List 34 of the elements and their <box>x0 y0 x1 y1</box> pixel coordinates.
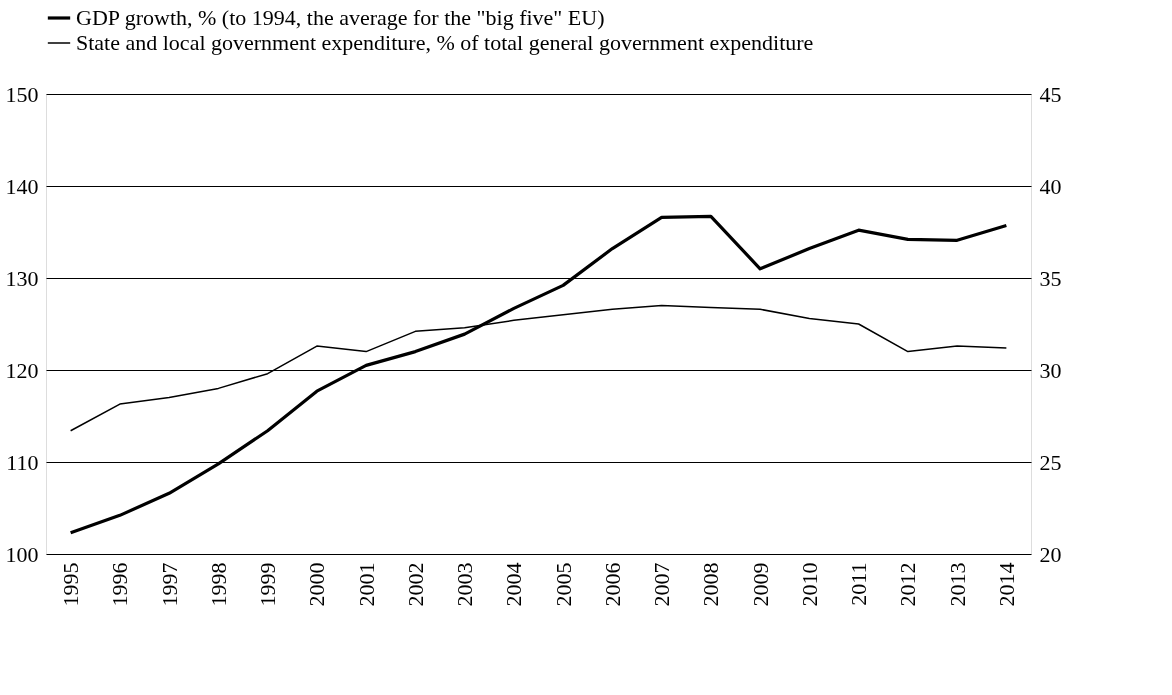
y-tick-label: 100 <box>5 541 39 567</box>
y-tick-label: 140 <box>5 173 39 199</box>
x-tick-label: 2008 <box>698 562 724 607</box>
y2-tick-label: 40 <box>1039 173 1062 199</box>
y2-tick-label: 30 <box>1039 357 1062 383</box>
y2-tick-label: 25 <box>1039 449 1062 475</box>
x-tick-label: 2009 <box>747 562 773 607</box>
x-tick-label: 2012 <box>895 562 921 607</box>
x-tick-label: 2013 <box>944 562 970 607</box>
x-tick-label: 2003 <box>452 562 478 607</box>
y-tick-label: 110 <box>6 449 39 475</box>
x-tick-label: 2005 <box>550 562 576 607</box>
x-tick-label: 1998 <box>205 562 231 607</box>
x-tick-label: 2010 <box>796 562 822 607</box>
y2-tick-label: 35 <box>1039 265 1062 291</box>
x-tick-label: 2007 <box>649 562 675 607</box>
y2-tick-label: 20 <box>1039 541 1062 567</box>
x-tick-label: 2014 <box>993 562 1019 607</box>
x-tick-label: 2011 <box>846 562 872 606</box>
y-tick-label: 150 <box>5 81 39 107</box>
x-tick-label: 1995 <box>58 562 84 607</box>
x-tick-label: 2000 <box>304 562 330 607</box>
x-tick-label: 2001 <box>353 562 379 607</box>
y2-tick-label: 45 <box>1039 81 1062 107</box>
x-tick-label: 2006 <box>599 562 625 607</box>
x-tick-label: 2002 <box>402 562 428 607</box>
x-tick-label: 1996 <box>107 562 133 607</box>
legend-label: State and local government expenditure, % of total general government expenditure <box>76 30 814 55</box>
x-tick-label: 1997 <box>156 562 182 607</box>
y-tick-label: 120 <box>5 357 39 383</box>
x-tick-label: 1999 <box>255 562 281 607</box>
y-tick-label: 130 <box>5 265 39 291</box>
x-tick-label: 2004 <box>501 562 527 607</box>
legend-label: GDP growth, % (to 1994, the average for the "big five" EU) <box>76 5 605 30</box>
